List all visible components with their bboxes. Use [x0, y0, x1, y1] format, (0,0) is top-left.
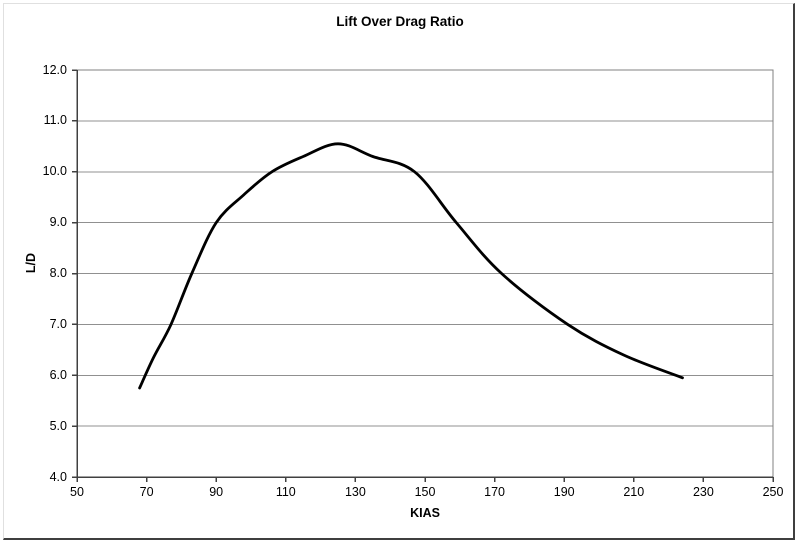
x-tick-label: 50 [70, 485, 84, 499]
x-tick-label: 230 [692, 485, 714, 499]
x-tick-label: 90 [209, 485, 224, 499]
x-tick-label: 250 [762, 485, 784, 499]
y-tick-label: 12.0 [42, 62, 67, 77]
chart-title: Lift Over Drag Ratio [336, 14, 464, 29]
y-tick-label: 5.0 [49, 418, 67, 433]
y-tick-label: 8.0 [49, 266, 67, 280]
y-tick-label: 10.0 [42, 164, 67, 179]
y-tick-label: 4.0 [49, 469, 67, 484]
y-tick-label: 7.0 [49, 316, 67, 331]
x-axis-title: KIAS [410, 506, 440, 520]
y-axis-tick-labels: 4.0 5.0 6.0 7.0 8.0 9.0 10.0 11.0 12.0 [0, 0, 67, 547]
y-tick-label: 9.0 [49, 215, 67, 230]
x-tick-label: 70 [139, 485, 154, 499]
x-tick-label: 110 [275, 485, 296, 499]
y-tick-label: 11.0 [43, 113, 67, 128]
y-tick-label: 6.0 [49, 367, 67, 382]
x-tick-label: 150 [414, 485, 436, 499]
series-curve [138, 142, 684, 390]
x-tick-label: 210 [623, 485, 645, 499]
x-tick-label: 170 [484, 485, 506, 499]
x-tick-label: 130 [344, 485, 366, 499]
x-tick-label: 190 [553, 485, 575, 499]
